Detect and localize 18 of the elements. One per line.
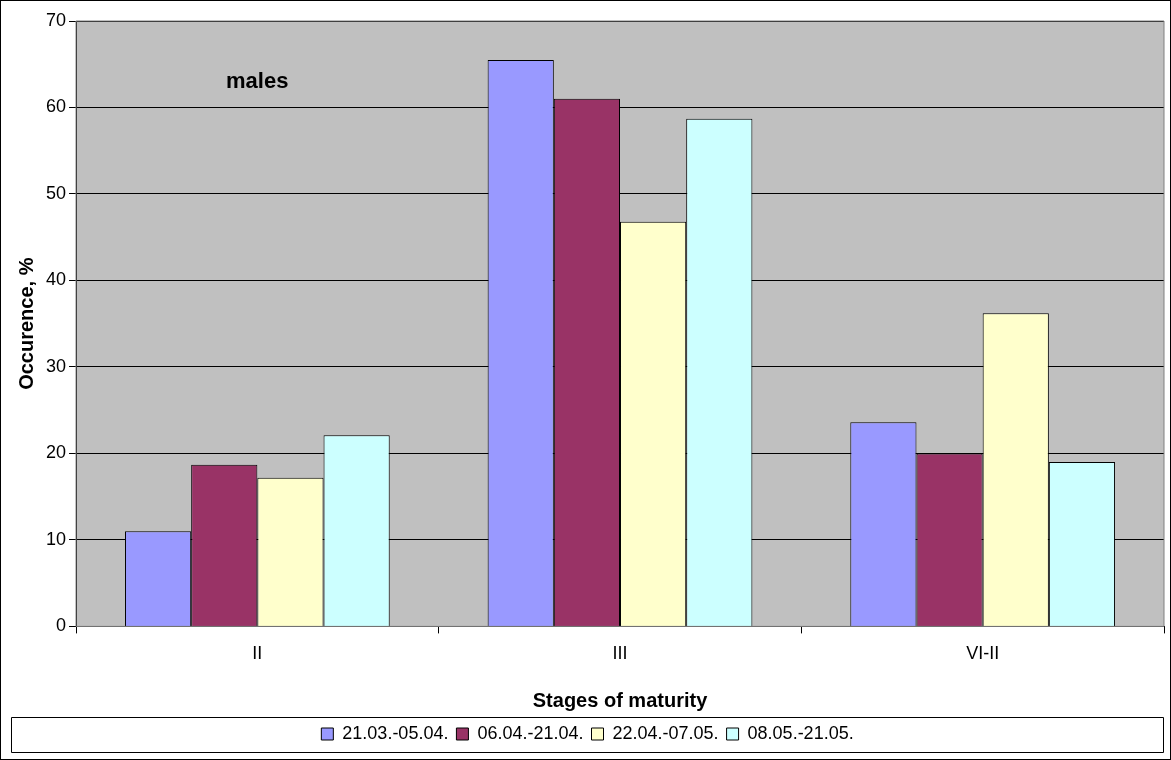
legend-label: 08.05.-21.05. xyxy=(747,722,854,743)
legend-label: 21.03.-05.04. xyxy=(342,722,449,743)
x-tick-label: VI-II xyxy=(966,643,1000,664)
legend-label: 06.04.-21.04. xyxy=(477,722,584,743)
x-tick-label: III xyxy=(612,643,628,664)
y-tick-label: 20 xyxy=(45,442,67,463)
annotation: males xyxy=(226,68,289,94)
x-axis-title: Stages of maturity xyxy=(532,688,709,711)
y-tick-label: 30 xyxy=(45,355,67,376)
legend-label: 22.04.-07.05. xyxy=(612,722,719,743)
y-tick-label: 40 xyxy=(45,269,67,290)
y-tick-label: 0 xyxy=(56,615,67,636)
y-tick-label: 10 xyxy=(45,528,67,549)
x-tick-label: II xyxy=(252,643,263,664)
y-tick-label: 70 xyxy=(45,9,67,30)
y-tick-label: 50 xyxy=(45,182,67,203)
y-axis-title: Occurence, % xyxy=(14,257,37,390)
y-tick-label: 60 xyxy=(45,96,67,117)
